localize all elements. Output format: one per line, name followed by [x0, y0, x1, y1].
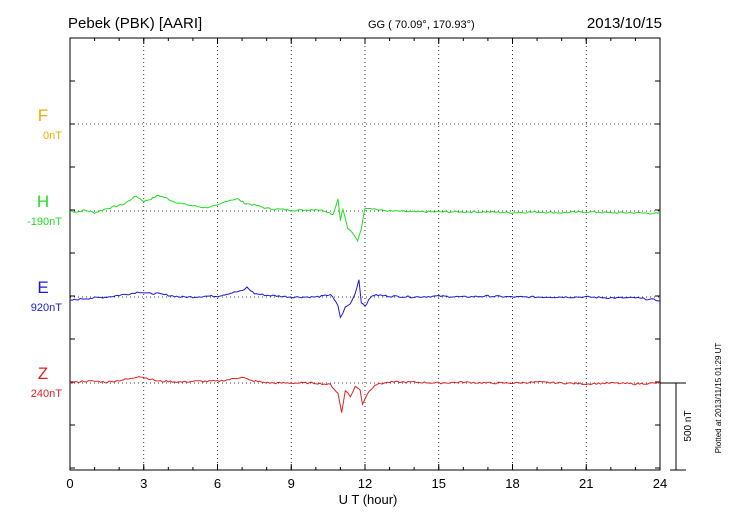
plotted-note: Plotted at 2013/11/15 01:29 UT [714, 343, 723, 454]
station-title: Pebek (PBK) [AARI] [68, 15, 202, 32]
coords-label: GG ( 70.09°, 170.93°) [368, 19, 475, 31]
series-name-f: F [38, 106, 48, 125]
x-tick-label-0: 0 [66, 476, 73, 491]
series-baseline-label-z: 240nT [31, 388, 62, 400]
series-name-e: E [37, 278, 48, 297]
series-line-h [69, 194, 661, 243]
series-line-z [69, 376, 661, 413]
x-tick-label-3: 3 [140, 476, 147, 491]
x-axis-label: U T (hour) [339, 492, 398, 507]
x-tick-label-6: 6 [214, 476, 221, 491]
x-tick-label-15: 15 [432, 476, 446, 491]
x-tick-label-18: 18 [505, 476, 519, 491]
series-name-z: Z [38, 364, 48, 383]
series-baselines [70, 80, 660, 469]
x-tick-label-21: 21 [579, 476, 593, 491]
series-line-e [69, 279, 661, 319]
series-lines [69, 194, 661, 413]
scale-bar: 500 nT [660, 382, 694, 471]
grid [143, 38, 587, 470]
series-baseline-label-h: -190nT [27, 216, 62, 228]
series-baseline-label-f: 0nT [43, 130, 62, 142]
x-tick-label-9: 9 [288, 476, 295, 491]
x-axis-ticks: 0 3 6 9 12 15 18 21 24 [66, 38, 667, 491]
x-tick-label-12: 12 [358, 476, 372, 491]
series-baseline-label-e: 920nT [31, 302, 62, 314]
scale-bar-label: 500 nT [683, 410, 694, 441]
series-name-h: H [37, 192, 49, 211]
x-tick-label-24: 24 [653, 476, 667, 491]
date-label: 2013/10/15 [587, 15, 662, 32]
series-labels: F 0nT H -190nT E 920nT Z 240nT [27, 106, 62, 400]
